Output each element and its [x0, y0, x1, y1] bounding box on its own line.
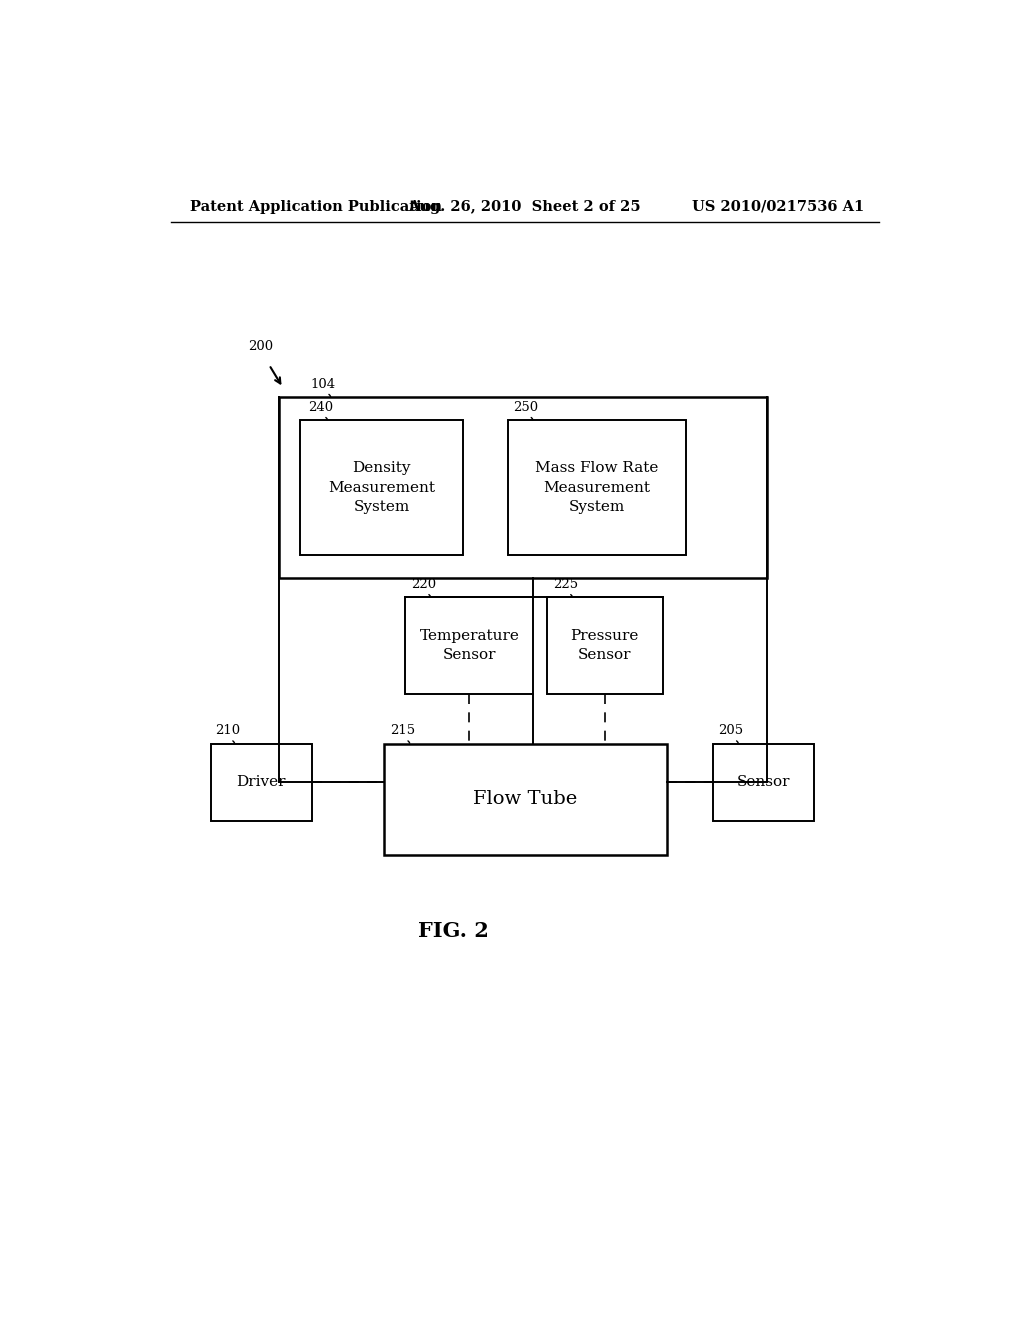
Text: 210: 210 [215, 725, 240, 738]
Text: Density
Measurement
System: Density Measurement System [328, 461, 435, 513]
Text: Flow Tube: Flow Tube [473, 791, 578, 808]
Bar [280, 397, 767, 578]
Bar [713, 743, 814, 821]
Text: Mass Flow Rate
Measurement
System: Mass Flow Rate Measurement System [536, 461, 658, 513]
Bar [406, 597, 534, 693]
Text: 205: 205 [719, 725, 743, 738]
Bar [384, 743, 667, 855]
Text: 220: 220 [411, 578, 436, 591]
Text: 215: 215 [390, 725, 415, 738]
Bar [211, 743, 311, 821]
Bar [300, 420, 463, 554]
Text: Temperature
Sensor: Temperature Sensor [420, 628, 519, 663]
Text: FIG. 2: FIG. 2 [418, 921, 488, 941]
Text: 225: 225 [553, 578, 578, 591]
Text: Aug. 26, 2010  Sheet 2 of 25: Aug. 26, 2010 Sheet 2 of 25 [409, 199, 641, 214]
Bar [508, 420, 686, 554]
Text: Patent Application Publication: Patent Application Publication [190, 199, 442, 214]
Text: 240: 240 [308, 401, 333, 414]
Text: 200: 200 [248, 341, 273, 354]
Text: Pressure
Sensor: Pressure Sensor [570, 628, 639, 663]
Text: 104: 104 [311, 378, 336, 391]
Text: 250: 250 [513, 401, 539, 414]
Text: US 2010/0217536 A1: US 2010/0217536 A1 [692, 199, 864, 214]
Bar [547, 597, 663, 693]
Text: Driver: Driver [237, 775, 286, 789]
Text: Sensor: Sensor [736, 775, 791, 789]
